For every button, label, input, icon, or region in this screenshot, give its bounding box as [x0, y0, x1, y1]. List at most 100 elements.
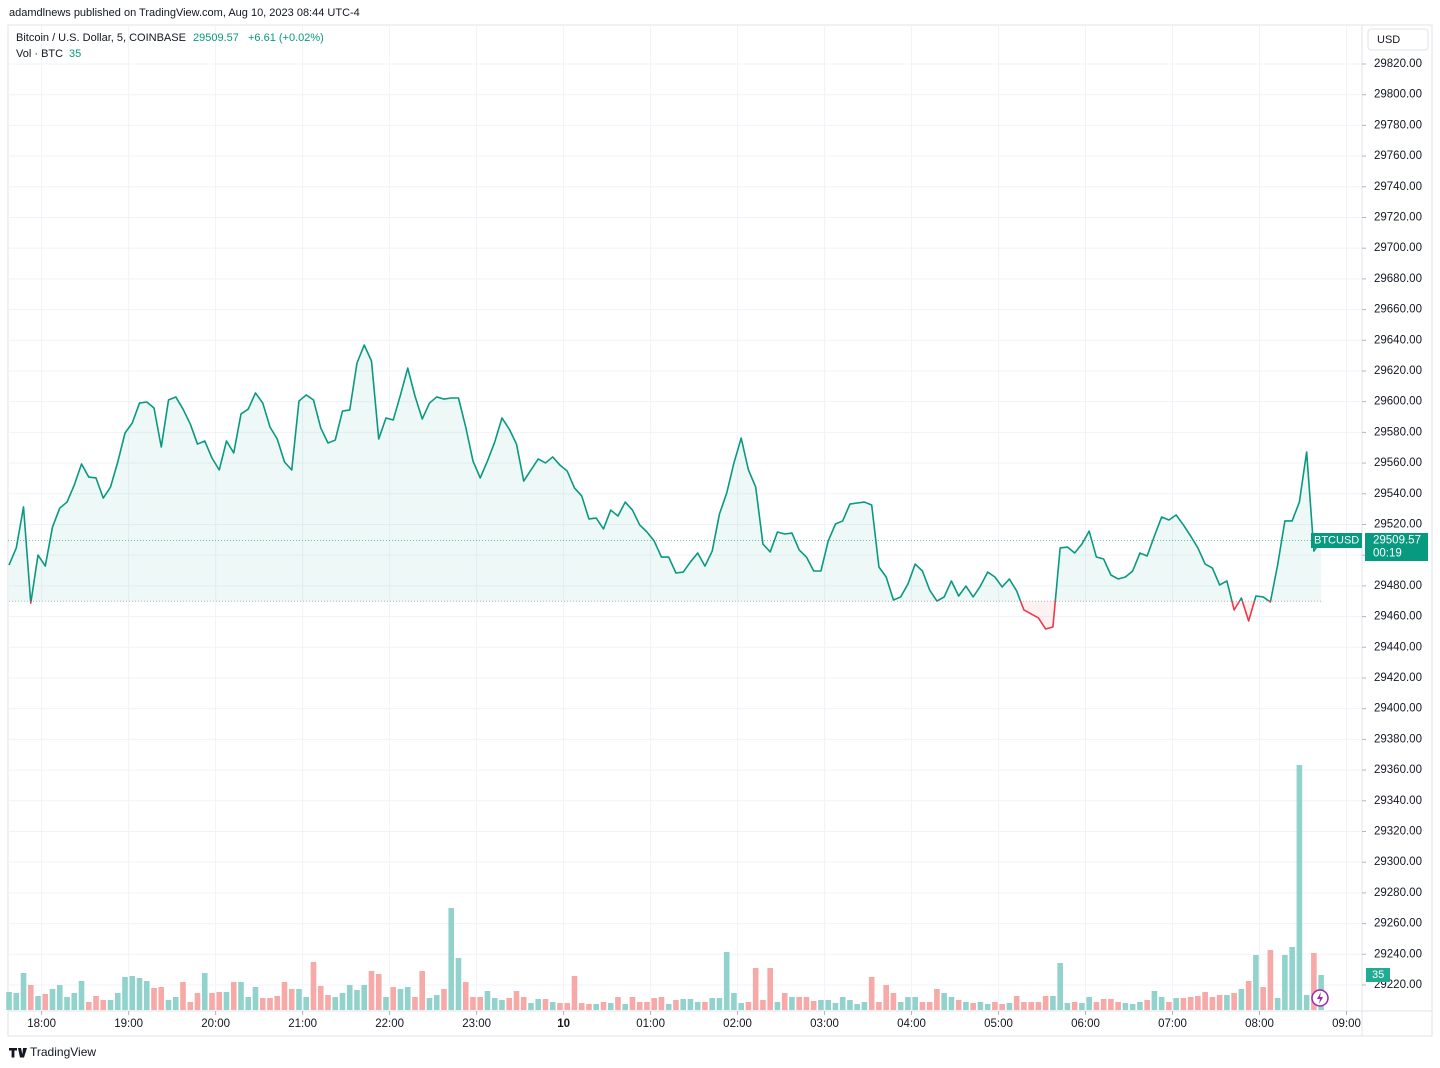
- volume-bar: [375, 974, 382, 1010]
- volume-bar: [71, 993, 78, 1010]
- volume-bar: [868, 977, 875, 1010]
- volume-bar: [230, 982, 237, 1010]
- x-tick-label: 23:00: [462, 1018, 491, 1030]
- volume-bar: [955, 1000, 962, 1010]
- volume-bar: [259, 998, 266, 1010]
- volume-bar: [999, 1004, 1005, 1010]
- y-tick-label: 29220.00: [1374, 979, 1422, 991]
- volume-bar: [288, 989, 295, 1010]
- logo: TradingView: [9, 1045, 96, 1059]
- symbol-tag-label: BTCUSD: [1314, 534, 1359, 546]
- y-tick-label: 29300.00: [1374, 856, 1422, 868]
- volume-bar: [774, 1002, 781, 1010]
- y-tick-label: 29440.00: [1374, 641, 1422, 653]
- x-tick-label: 18:00: [27, 1018, 56, 1030]
- logo-mark: [9, 1048, 27, 1058]
- volume-bar: [564, 1003, 571, 1010]
- volume-bar: [636, 1002, 643, 1010]
- volume-bar: [644, 1002, 650, 1010]
- last-price: 29509.57: [193, 32, 239, 44]
- volume-bar: [905, 997, 911, 1010]
- price-line: [8, 344, 1362, 630]
- volume-bar: [317, 986, 324, 1010]
- volume-bar: [455, 958, 462, 1010]
- volume-bar: [1231, 993, 1237, 1010]
- volume-bar: [56, 985, 63, 1010]
- volume-bar: [1035, 1002, 1042, 1010]
- volume-bar: [1216, 995, 1223, 1010]
- y-tick-label: 29340.00: [1374, 795, 1422, 807]
- y-tick-label: 29360.00: [1374, 764, 1422, 776]
- volume-bar: [1311, 953, 1317, 1010]
- y-tick-label: 29660.00: [1374, 304, 1422, 316]
- volume-bar: [1151, 991, 1158, 1010]
- volume-bar: [180, 982, 186, 1010]
- currency[interactable]: USD: [1377, 34, 1400, 46]
- volume-bar: [27, 985, 34, 1010]
- volume-bar: [143, 981, 150, 1010]
- volume-bar: [673, 1000, 679, 1010]
- volume-bar: [919, 1002, 926, 1010]
- volume-bar: [832, 1003, 839, 1010]
- volume-bar: [93, 996, 99, 1010]
- y-tick-label: 29260.00: [1374, 918, 1422, 930]
- volume-bar: [578, 1003, 585, 1010]
- volume-bar: [1064, 1003, 1071, 1010]
- volume-bar: [897, 1002, 904, 1010]
- volume-bar: [1129, 1004, 1136, 1010]
- volume-bar: [484, 991, 491, 1010]
- volume-bar: [390, 987, 397, 1010]
- legend: Bitcoin / U.S. Dollar, 5, COINBASE 29509…: [16, 32, 324, 60]
- volume-bar: [738, 1003, 744, 1010]
- alert-bolt: [1317, 992, 1323, 1004]
- y-tick-label: 29460.00: [1374, 611, 1422, 623]
- volume-bar: [151, 988, 157, 1010]
- volume-bar: [281, 982, 288, 1010]
- volume-bar: [419, 971, 426, 1010]
- y-tick-label: 29540.00: [1374, 488, 1422, 500]
- volume-bar: [651, 998, 658, 1010]
- volume-bar: [1260, 987, 1266, 1010]
- volume-bar: [332, 997, 339, 1010]
- volume-bar: [245, 997, 252, 1010]
- volume-bar: [1100, 999, 1107, 1010]
- currency-button[interactable]: [1367, 28, 1429, 51]
- y-tick-label: 29580.00: [1374, 426, 1422, 438]
- volume-bar: [861, 1002, 868, 1010]
- volume-bar: [426, 998, 433, 1010]
- volume-bar: [890, 993, 897, 1010]
- volume-bar: [354, 990, 360, 1010]
- volume-bar: [1282, 955, 1288, 1010]
- volume-bar: [1224, 995, 1230, 1010]
- price-change: +6.61 (+0.02%): [248, 32, 324, 44]
- volume-bar: [1209, 997, 1216, 1010]
- volume-bar: [1158, 997, 1165, 1010]
- volume-bar: [1071, 1002, 1078, 1010]
- baseline-area: [9, 345, 1322, 630]
- volume-bar: [136, 978, 143, 1010]
- y-tick-label: 29640.00: [1374, 334, 1422, 346]
- volume-bar: [1021, 1002, 1027, 1010]
- y-tick-label: 29760.00: [1374, 150, 1422, 162]
- price-line: [8, 344, 1322, 630]
- volume-bar: [970, 1003, 976, 1010]
- volume-bar: [165, 1000, 172, 1010]
- y-tick-label: 29680.00: [1374, 273, 1422, 285]
- volume-bar: [397, 989, 404, 1010]
- volume-bar: [194, 993, 201, 1010]
- volume-bar: [339, 993, 346, 1010]
- y-tick-label: 29780.00: [1374, 119, 1422, 131]
- volume-bar: [114, 993, 121, 1010]
- x-tick-label: 01:00: [636, 1018, 665, 1030]
- x-tick-label: 04:00: [897, 1018, 926, 1030]
- volume-bar: [760, 1000, 766, 1010]
- volume-bar: [1274, 998, 1281, 1010]
- volume-bar: [854, 1004, 860, 1010]
- volume-bar: [1013, 996, 1020, 1010]
- publisher: adamdlnews published on TradingView.com,…: [9, 7, 360, 19]
- volume-bar: [158, 987, 165, 1010]
- volume-bar: [825, 1000, 831, 1010]
- volume-bar: [810, 1001, 817, 1010]
- volume-bar: [1180, 998, 1187, 1010]
- volume-bar: [441, 989, 447, 1010]
